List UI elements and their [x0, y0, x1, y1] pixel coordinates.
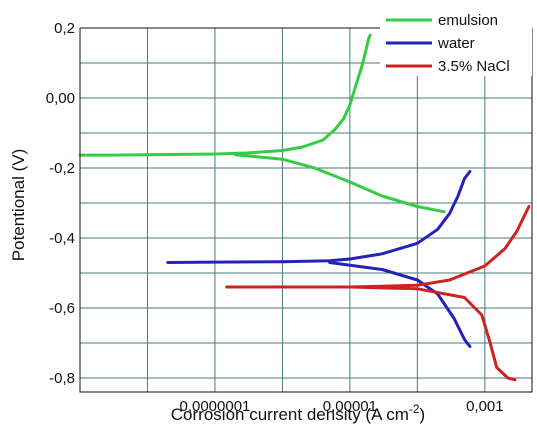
legend-label: emulsion: [438, 12, 498, 29]
x-tick-labels: 0,0000001 0,00001 0,001: [179, 398, 503, 415]
legend-label: water: [437, 35, 475, 52]
y-tick-labels: 0,2 0,00 -0,2 -0,4 -0,6 -0,8: [46, 20, 75, 387]
y-tick-label: 0,2: [54, 20, 75, 37]
x-axis-title: Corrosion current density (A cm-2): [171, 402, 425, 424]
plot-frame: [79, 27, 533, 393]
x-tick-label: 0,001: [466, 398, 504, 415]
x-tick-label: 0,00001: [323, 398, 377, 415]
x-axis-title-main: Corrosion current density (A cm: [171, 405, 409, 424]
y-tick-label: -0,4: [49, 230, 75, 247]
y-tick-label: -0,2: [49, 160, 75, 177]
x-tick-label: 0,0000001: [179, 398, 250, 415]
series-emulsion-cathodic-line: [233, 153, 446, 214]
series-emulsion-anodic-line: [78, 33, 372, 157]
x-axis-title-close: ): [420, 405, 426, 424]
grid: [79, 27, 532, 392]
series-layer: [78, 33, 531, 382]
legend-label: 3.5% NaCl: [438, 58, 510, 75]
y-tick-label: -0,8: [49, 370, 75, 387]
legend-box: [380, 6, 532, 76]
x-axis-title-sup: -2: [409, 402, 420, 416]
legend: emulsion water 3.5% NaCl: [380, 6, 532, 76]
y-tick-label: 0,00: [46, 90, 75, 107]
y-tick-label: -0,6: [49, 300, 75, 317]
series-3-5-nacl-cathodic-line: [348, 285, 517, 382]
series-3-5-nacl-anodic-line: [225, 205, 531, 289]
series-water-anodic-line: [166, 170, 472, 264]
y-axis-title: Potentional (V): [9, 149, 28, 261]
